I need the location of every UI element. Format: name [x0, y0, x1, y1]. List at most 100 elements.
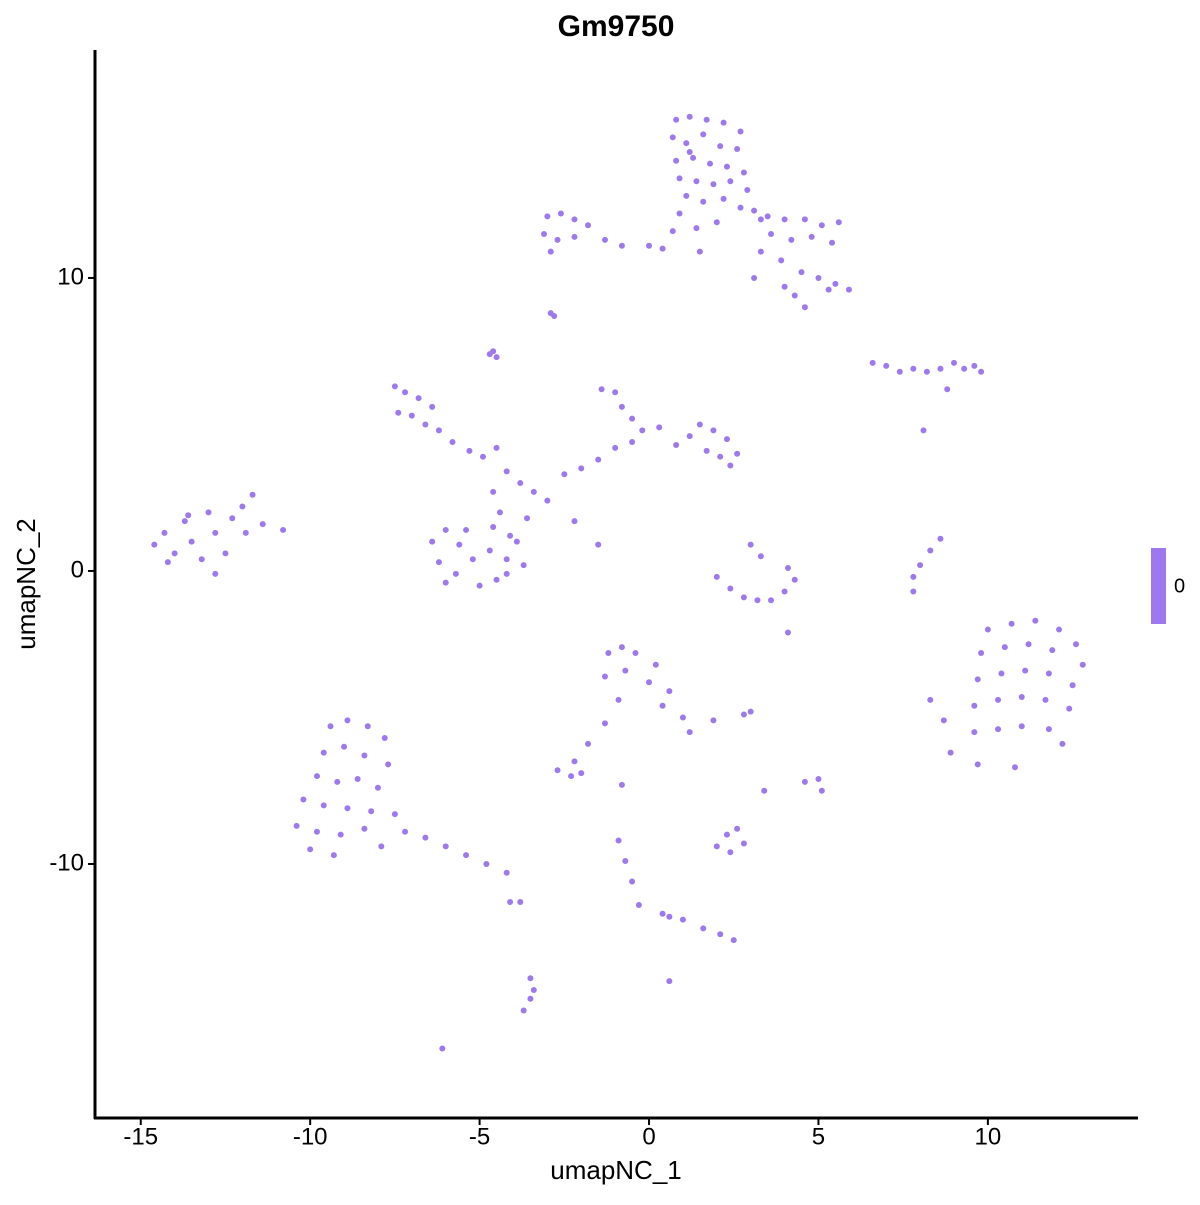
- y-tick-label: 0: [71, 556, 84, 583]
- point: [666, 688, 673, 695]
- point: [361, 752, 368, 759]
- point: [622, 858, 629, 865]
- point: [978, 368, 985, 375]
- point: [571, 518, 578, 525]
- point: [686, 113, 693, 120]
- point: [801, 216, 808, 223]
- point: [442, 526, 449, 533]
- point: [544, 497, 551, 504]
- point: [791, 576, 798, 583]
- point: [673, 116, 680, 123]
- point: [686, 729, 693, 736]
- point: [751, 207, 758, 214]
- point: [161, 529, 168, 536]
- y-axis-label: umapNC_2: [11, 518, 41, 650]
- point: [1025, 641, 1032, 648]
- point: [629, 878, 636, 885]
- point: [690, 154, 697, 161]
- point: [940, 717, 947, 724]
- point: [961, 365, 968, 372]
- point: [456, 541, 463, 548]
- point: [615, 837, 622, 844]
- point: [1045, 670, 1052, 677]
- point: [557, 210, 564, 217]
- x-tick-label: 0: [642, 1123, 655, 1150]
- point: [768, 597, 775, 604]
- point: [995, 696, 1002, 703]
- point: [717, 143, 724, 150]
- point: [402, 828, 409, 835]
- point: [693, 225, 700, 232]
- y-tick-label: 10: [57, 263, 84, 290]
- point: [344, 805, 351, 812]
- point: [527, 975, 534, 982]
- point: [676, 210, 683, 217]
- point: [408, 412, 415, 419]
- point: [679, 916, 686, 923]
- point: [503, 869, 510, 876]
- point: [612, 444, 619, 451]
- point: [429, 538, 436, 545]
- point: [720, 195, 727, 202]
- point: [737, 128, 744, 135]
- point: [1072, 641, 1079, 648]
- point: [364, 723, 371, 730]
- point: [740, 169, 747, 176]
- point: [700, 198, 707, 205]
- point: [740, 711, 747, 718]
- point: [910, 365, 917, 372]
- point: [693, 178, 700, 185]
- point: [490, 524, 497, 531]
- point: [493, 444, 500, 451]
- point: [313, 828, 320, 835]
- point: [280, 526, 287, 533]
- point: [801, 778, 808, 785]
- point: [615, 696, 622, 703]
- x-tick-label: 5: [812, 1123, 825, 1150]
- point: [717, 931, 724, 938]
- point: [544, 213, 551, 220]
- point: [744, 187, 751, 194]
- point: [927, 547, 934, 554]
- point: [971, 729, 978, 736]
- point: [815, 274, 822, 281]
- point: [1042, 696, 1049, 703]
- point: [734, 825, 741, 832]
- point: [422, 834, 429, 841]
- point: [554, 767, 561, 774]
- point: [585, 222, 592, 229]
- point: [449, 439, 456, 446]
- point: [883, 362, 890, 369]
- point: [578, 770, 585, 777]
- point: [1018, 723, 1025, 730]
- point: [781, 588, 788, 595]
- point: [249, 491, 256, 498]
- point: [730, 937, 737, 944]
- point: [483, 860, 490, 867]
- point: [327, 723, 334, 730]
- point: [595, 456, 602, 463]
- x-tick-label: -15: [123, 1123, 158, 1150]
- point: [320, 749, 327, 756]
- point: [561, 471, 568, 478]
- point: [486, 351, 493, 358]
- point: [435, 559, 442, 566]
- point: [429, 403, 436, 410]
- point: [683, 140, 690, 147]
- point: [720, 119, 727, 126]
- point: [920, 427, 927, 434]
- point: [517, 899, 524, 906]
- point: [391, 811, 398, 818]
- point: [669, 228, 676, 235]
- point: [998, 670, 1005, 677]
- point: [869, 359, 876, 366]
- point: [659, 702, 666, 709]
- point: [978, 650, 985, 657]
- point: [747, 708, 754, 715]
- point: [229, 515, 236, 522]
- point: [524, 515, 531, 522]
- point: [764, 213, 771, 220]
- point: [808, 233, 815, 240]
